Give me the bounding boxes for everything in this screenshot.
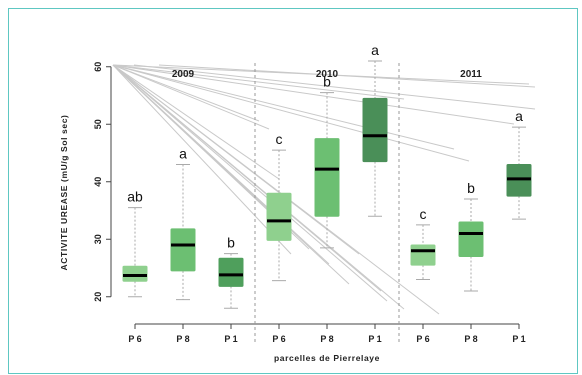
box-body <box>218 257 244 287</box>
x-tick-label: P 6 <box>416 334 429 344</box>
significance-letter: b <box>323 74 331 90</box>
box-p1-2009: b P 1 <box>218 235 244 344</box>
y-tick-label: 40 <box>93 177 103 187</box>
box-p6-2011: c P 6 <box>410 206 436 344</box>
box-body <box>266 192 292 241</box>
y-tick-label: 60 <box>93 62 103 72</box>
boxes: ab P 6 a P 8 b P 1 c P 6 b P 8 a P 1 c P 6 b P 8 a P 1 <box>122 42 532 344</box>
box-p8-2009: a P 8 <box>170 146 196 344</box>
box-p6-2010: c P 6 <box>266 131 292 344</box>
significance-letter: c <box>276 131 283 147</box>
significance-letter: ab <box>127 189 143 205</box>
background-ray <box>112 64 280 180</box>
x-tick-label: P 8 <box>176 334 189 344</box>
box-p8-2011: b P 8 <box>458 180 484 344</box>
box-p1-2011: a P 1 <box>506 108 532 344</box>
x-axis-title: parcelles de Pierrelaye <box>274 353 380 363</box>
background-ray <box>112 64 260 122</box>
year-separators <box>254 63 400 342</box>
box-p8-2010: b P 8 <box>314 74 340 344</box>
box-p1-2010: a P 1 <box>362 42 388 344</box>
significance-letter: b <box>227 235 235 251</box>
box-body <box>362 97 388 163</box>
background-ray <box>158 64 536 88</box>
year-label-2009: 2009 <box>172 69 195 80</box>
year-label-2011: 2011 <box>460 69 482 80</box>
background-ray <box>112 64 470 162</box>
box-body <box>314 138 340 217</box>
x-tick-label: P 1 <box>512 334 525 344</box>
box-body <box>458 221 484 257</box>
significance-letter: a <box>371 42 379 58</box>
background-ray <box>112 64 440 315</box>
significance-letter: b <box>467 180 475 196</box>
significance-letter: a <box>179 146 187 162</box>
background-ray <box>112 64 292 255</box>
x-tick-label: P 1 <box>368 334 381 344</box>
background-ray <box>112 64 455 150</box>
y-tick-label: 50 <box>93 119 103 129</box>
y-axis-title: ACTIVITE UREASE (mU/g Sol sec) <box>59 115 69 271</box>
background-ray <box>112 64 350 285</box>
background-ray <box>112 64 405 100</box>
year-label-2010: 2010 <box>316 69 339 80</box>
box-body <box>410 244 436 266</box>
x-tick-label: P 8 <box>464 334 477 344</box>
y-tick-label: 20 <box>93 292 103 302</box>
significance-letter: c <box>420 206 427 222</box>
box-body <box>170 228 196 272</box>
x-tick-label: P 8 <box>320 334 333 344</box>
y-ticks: 20 30 40 50 60 <box>93 62 111 302</box>
year-labels: 2009 2010 2011 <box>172 69 482 80</box>
box-body <box>122 265 148 282</box>
y-tick-label: 30 <box>93 234 103 244</box>
background-ray <box>112 64 388 302</box>
x-tick-label: P 6 <box>128 334 141 344</box>
background-ray <box>133 64 536 110</box>
box-p6-2009: ab P 6 <box>122 189 148 344</box>
x-tick-label: P 6 <box>272 334 285 344</box>
x-tick-label: P 1 <box>224 334 237 344</box>
background-ray <box>112 64 515 125</box>
significance-letter: a <box>515 108 523 124</box>
background-ray <box>112 64 270 130</box>
background-ray <box>112 64 405 310</box>
